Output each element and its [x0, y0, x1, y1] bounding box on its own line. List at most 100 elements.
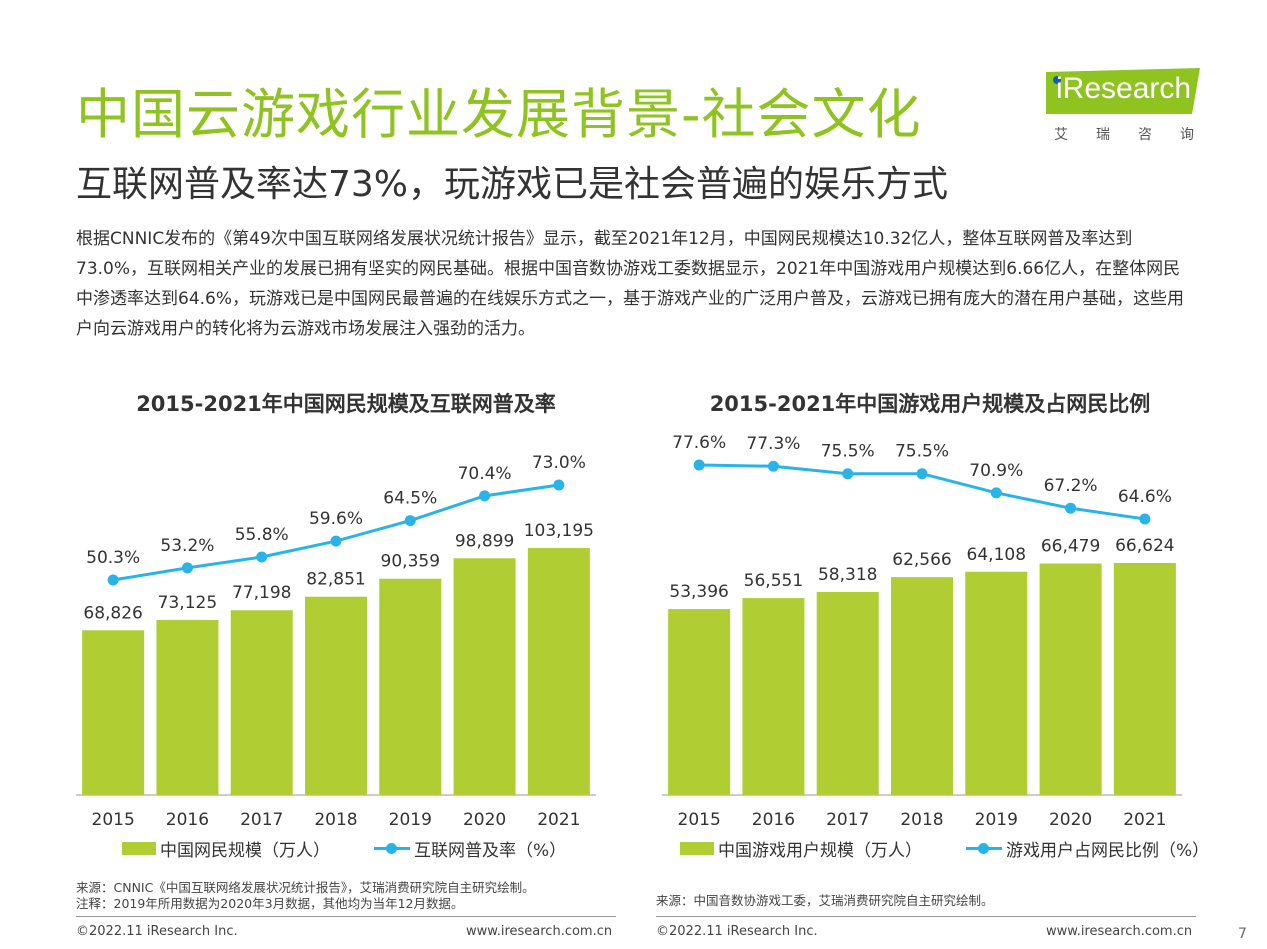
line-label-2016: 53.2%	[160, 536, 214, 556]
x-tick-2017: 2017	[240, 810, 283, 830]
bar-2017	[816, 591, 879, 795]
line-label-2015: 50.3%	[86, 548, 140, 568]
x-tick-2021: 2021	[537, 810, 580, 830]
line-label-2018: 75.5%	[895, 442, 949, 462]
line-point-2021	[1139, 513, 1151, 525]
line-point-2016	[181, 562, 193, 574]
source-text: 来源：CNNIC《中国互联网络发展状况统计报告》，艾瑞消费研究院自主研究绘制。	[76, 880, 535, 895]
legend-bar-swatch	[680, 842, 714, 855]
bar-2019	[379, 578, 442, 795]
bar-2021	[1113, 563, 1176, 795]
footer-divider-left	[76, 916, 616, 917]
x-tick-2021: 2021	[1123, 810, 1166, 830]
legend-line-label: 游戏用户占网民比例（%）	[1006, 841, 1210, 861]
bar-label-2018: 82,851	[306, 570, 365, 590]
page-title: 中国云游戏行业发展背景-社会文化	[76, 83, 922, 146]
page-number: 7	[1238, 926, 1247, 942]
bar-label-2020: 98,899	[455, 531, 514, 551]
bar-label-2017: 77,198	[232, 583, 291, 603]
x-tick-2016: 2016	[166, 810, 209, 830]
x-tick-2015: 2015	[92, 810, 135, 830]
line-label-2018: 59.6%	[309, 509, 363, 529]
x-tick-2018: 2018	[900, 810, 943, 830]
bar-2018	[305, 596, 367, 795]
line-point-2017	[842, 468, 854, 480]
legend-left: 中国网民规模（万人） 互联网普及率（%）	[122, 836, 566, 861]
bar-2021	[527, 548, 590, 795]
bar-label-2015: 53,396	[669, 582, 728, 602]
x-tick-2020: 2020	[1049, 810, 1092, 830]
chart-title-right: 2015-2021年中国游戏用户规模及占网民比例	[709, 392, 1151, 416]
bar-2015	[82, 630, 145, 795]
bar-label-2021: 103,195	[524, 521, 594, 541]
line-label-2021: 73.0%	[532, 453, 586, 473]
x-tick-2017: 2017	[826, 810, 869, 830]
line-point-2020	[1065, 502, 1077, 514]
line-point-2019	[404, 515, 416, 527]
x-tick-2020: 2020	[463, 810, 506, 830]
legend-bar-label: 中国网民规模（万人）	[160, 841, 330, 861]
source-note-left: 来源：CNNIC《中国互联网络发展状况统计报告》，艾瑞消费研究院自主研究绘制。 …	[76, 880, 535, 912]
bar-2015	[668, 609, 731, 795]
footer-copyright-right: ©2022.11 iResearch Inc.	[656, 924, 818, 939]
line-label-2020: 67.2%	[1044, 476, 1098, 496]
line-point-2015	[107, 574, 119, 586]
line-point-2017	[256, 551, 268, 563]
annotation-text: 注释：2019年所用数据为2020年3月数据，其他均为当年12月数据。	[76, 896, 464, 911]
bar-label-2016: 56,551	[744, 571, 803, 591]
legend-bar-label: 中国游戏用户规模（万人）	[718, 841, 922, 861]
footer-copyright-left: ©2022.11 iResearch Inc.	[76, 924, 238, 939]
line-label-2016: 77.3%	[746, 434, 800, 454]
iresearch-logo: iResearch 艾瑞咨询	[1046, 68, 1202, 144]
footer-url-right: www.iresearch.com.cn	[1046, 924, 1193, 939]
logo-text: iResearch	[1056, 72, 1192, 105]
line-label-2021: 64.6%	[1118, 487, 1172, 507]
line-label-2015: 77.6%	[672, 433, 726, 453]
line-point-2019	[990, 487, 1002, 499]
line-point-2018	[330, 535, 342, 547]
line-label-2019: 64.5%	[383, 489, 437, 509]
intro-paragraph: 根据CNNIC发布的《第49次中国互联网络发展状况统计报告》显示，截至2021年…	[76, 229, 1185, 339]
x-tick-2019: 2019	[975, 810, 1018, 830]
bar-2019	[965, 571, 1028, 795]
legend-line-swatch	[966, 842, 1002, 855]
bar-2016	[742, 598, 805, 795]
bar-label-2019: 90,359	[381, 552, 440, 572]
line-point-2018	[916, 468, 928, 480]
logo-chinese-text: 艾瑞咨询	[1054, 127, 1222, 143]
bar-2020	[453, 558, 516, 795]
chart-title-left: 2015-2021年中国网民规模及互联网普及率	[136, 392, 556, 416]
internet-users-chart: 68,826 2015 73,125 2016 77,198 2017 82,851 2018…	[76, 453, 596, 830]
game-users-chart: 53,396 2015 56,551 2016 58,318 2017 62,566 2018…	[662, 433, 1182, 830]
line-label-2020: 70.4%	[458, 464, 512, 484]
logo-badge-icon	[1046, 68, 1200, 114]
x-tick-2018: 2018	[314, 810, 357, 830]
bar-label-2018: 62,566	[892, 550, 951, 570]
footer-divider-right	[656, 916, 1196, 917]
line-label-2019: 70.9%	[969, 461, 1023, 481]
bar-label-2020: 66,479	[1041, 537, 1100, 557]
bar-2020	[1039, 563, 1102, 795]
bar-label-2015: 68,826	[83, 603, 142, 623]
bar-2017	[230, 610, 293, 795]
line-point-2021	[553, 479, 565, 491]
legend-line-swatch	[374, 842, 410, 855]
source-note-right: 来源：中国音数协游戏工委，艾瑞消费研究院自主研究绘制。	[656, 893, 994, 908]
line-label-2017: 55.8%	[235, 525, 289, 545]
page-subtitle: 互联网普及率达73%，玩游戏已是社会普遍的娱乐方式	[76, 164, 949, 205]
x-tick-2019: 2019	[389, 810, 432, 830]
bar-2016	[156, 619, 219, 795]
legend-line-label: 互联网普及率（%）	[414, 841, 567, 861]
bar-2018	[891, 577, 953, 795]
line-point-2015	[693, 459, 705, 471]
bar-label-2017: 58,318	[818, 565, 877, 585]
bar-label-2019: 64,108	[967, 545, 1026, 565]
bar-label-2021: 66,624	[1115, 536, 1174, 556]
legend-bar-swatch	[122, 842, 156, 855]
line-point-2016	[767, 460, 779, 472]
bar-label-2016: 73,125	[158, 593, 217, 613]
line-label-2017: 75.5%	[821, 442, 875, 462]
line-point-2020	[479, 490, 491, 502]
x-tick-2015: 2015	[678, 810, 721, 830]
x-tick-2016: 2016	[752, 810, 795, 830]
